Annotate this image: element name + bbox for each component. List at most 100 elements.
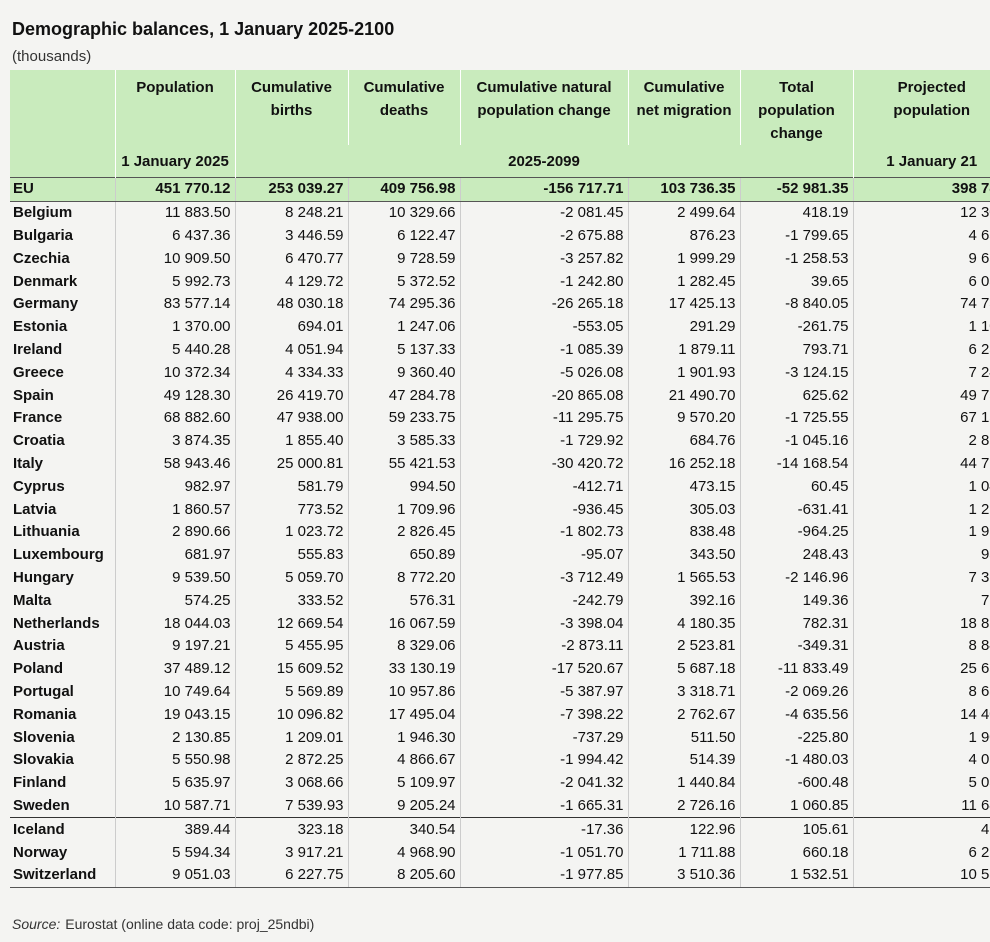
table-row: Norway 5 594.34 3 917.21 4 968.90 -1 051.70 1… <box>10 841 990 864</box>
table-row: Germany 83 577.14 48 030.18 74 295.36 -26 26… <box>10 292 990 316</box>
cell: -11 833.49 <box>739 657 853 681</box>
cell: 10 096.82 <box>234 703 348 727</box>
row-label: Malta <box>13 591 52 609</box>
cell: 9 205.24 <box>347 794 460 818</box>
cell: 650.89 <box>347 543 460 567</box>
row-label: Latvia <box>13 500 57 518</box>
cell: 10 909.50 <box>114 247 235 271</box>
table-row: Lithuania 2 890.66 1 023.72 2 826.45 -1 802.… <box>10 520 990 544</box>
table-row: Bulgaria 6 437.36 3 446.59 6 122.47 -2 675.8… <box>10 224 990 248</box>
cell: 9 360.40 <box>347 361 460 385</box>
column-header <box>10 70 115 145</box>
cell: 1 247.06 <box>347 315 460 339</box>
cell: -2 069.26 <box>739 680 853 704</box>
row-label: Greece <box>13 363 64 381</box>
cell: -349.31 <box>739 634 853 658</box>
table-row: Slovenia 2 130.85 1 209.01 1 946.30 -737.29 5… <box>10 726 990 749</box>
cell: 10 957.86 <box>347 680 460 704</box>
cell: 305.03 <box>627 498 740 521</box>
table-row: Spain 49 128.30 26 419.70 47 284.78 -20 865.… <box>10 384 990 407</box>
cell: -156 717.71 <box>459 177 628 202</box>
cell: -225.80 <box>739 726 853 749</box>
cell: 10 749.64 <box>114 680 235 704</box>
cell: 4 180.35 <box>627 612 740 635</box>
row-label: Belgium <box>13 204 73 222</box>
cell: 18 044.03 <box>114 612 235 635</box>
row-label: Austria <box>13 637 65 655</box>
cell: -8 840.05 <box>739 292 853 316</box>
cell: -1 802.73 <box>459 520 628 544</box>
period: 1 January 2025 <box>114 145 235 178</box>
cell: 2 762.67 <box>627 703 740 727</box>
cell: 6 032 <box>852 270 990 293</box>
cell: 1 855.40 <box>234 429 348 453</box>
cell: 9 728.59 <box>347 247 460 271</box>
cell: -52 981.35 <box>739 177 853 202</box>
table-row: Switzerland 9 051.03 6 227.75 8 205.60 -1 97… <box>10 863 990 888</box>
cell: -5 387.97 <box>459 680 628 704</box>
cell: 694.01 <box>234 315 348 339</box>
cell: 514.39 <box>627 748 740 772</box>
row-label: Sweden <box>13 796 70 814</box>
cell: 18 826 <box>852 612 990 635</box>
cell: -1 051.70 <box>459 841 628 864</box>
column-header: Cumulative deaths <box>347 70 460 145</box>
cell: 1 905 <box>852 726 990 749</box>
cell: 149.36 <box>739 589 853 613</box>
table-row: Denmark 5 992.73 4 129.72 5 372.52 -1 242.80… <box>10 270 990 293</box>
cell: 25 655 <box>852 657 990 681</box>
cell: 4 866.67 <box>347 748 460 772</box>
row-label: Iceland <box>10 817 115 842</box>
cell: 21 490.70 <box>627 384 740 407</box>
cell: 248.43 <box>739 543 853 567</box>
cell: 47 284.78 <box>347 384 460 407</box>
cell: 8 205.60 <box>347 863 460 888</box>
cell: -20 865.08 <box>459 384 628 407</box>
cell: -1 665.31 <box>459 794 628 818</box>
cell: 930 <box>852 543 990 567</box>
cell: -3 398.04 <box>459 612 628 635</box>
cell: -2 675.88 <box>459 224 628 248</box>
table-row: Latvia 1 860.57 773.52 1 709.96 -936.45 305.0… <box>10 498 990 521</box>
table-row: Greece 10 372.34 4 334.33 9 360.40 -5 026.08… <box>10 361 990 385</box>
cell: 8 680 <box>852 680 990 704</box>
cell: 494 <box>852 817 990 842</box>
cell: 773.52 <box>234 498 348 521</box>
cell: -2 146.96 <box>739 566 853 590</box>
cell: 409 756.98 <box>347 177 460 202</box>
cell: 49 753 <box>852 384 990 407</box>
cell: -1 725.55 <box>739 406 853 430</box>
cell: 48 030.18 <box>234 292 348 316</box>
cell: 1 229 <box>852 498 990 521</box>
cell: 17 495.04 <box>347 703 460 727</box>
row-label: Hungary <box>13 568 74 586</box>
column-header: Cumulative natural population change <box>459 70 628 145</box>
cell: 3 446.59 <box>234 224 348 248</box>
cell: 33 130.19 <box>347 657 460 681</box>
cell: -412.71 <box>459 475 628 499</box>
cell: 418.19 <box>739 201 853 225</box>
cell: 7 248 <box>852 361 990 385</box>
cell: -3 124.15 <box>739 361 853 385</box>
cell: -1 258.53 <box>739 247 853 271</box>
cell: 47 938.00 <box>234 406 348 430</box>
cell: 838.48 <box>627 520 740 544</box>
cell: 2 890.66 <box>114 520 235 544</box>
cell: 5 569.89 <box>234 680 348 704</box>
table-row: Austria 9 197.21 5 455.95 8 329.06 -2 873.11… <box>10 634 990 658</box>
table-row: Croatia 3 874.35 1 855.40 3 585.33 -1 729.92… <box>10 429 990 453</box>
cell: -17.36 <box>459 817 628 842</box>
cell: -1 242.80 <box>459 270 628 293</box>
cell: -1 799.65 <box>739 224 853 248</box>
cell: 333.52 <box>234 589 348 613</box>
period: 1 January 21 <box>852 145 990 178</box>
cell: -964.25 <box>739 520 853 544</box>
row-label: Poland <box>13 660 64 678</box>
cell: 398 788 <box>852 177 990 202</box>
table-row: Netherlands 18 044.03 12 669.54 16 067.59 -3… <box>10 612 990 635</box>
cell: 4 129.72 <box>234 270 348 293</box>
cell: 876.23 <box>627 224 740 248</box>
cell: 4 051.94 <box>234 338 348 362</box>
cell: -1 994.42 <box>459 748 628 772</box>
cell: 1 043 <box>852 475 990 499</box>
